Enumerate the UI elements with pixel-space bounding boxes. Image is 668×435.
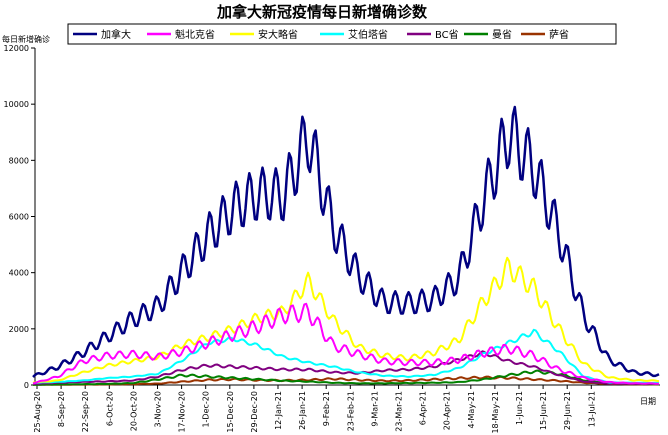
legend: 加拿大 魁北克省 安大略省 艾伯塔省 BC省 曼省 萨省 (67, 23, 617, 45)
x-tick-label: 23-Mar-21 (395, 391, 404, 432)
x-tick-label: 18-May-21 (491, 391, 500, 434)
series-line-0 (32, 105, 660, 378)
series-lines (32, 105, 660, 386)
chart-title: 加拿大新冠疫情每日新增确诊数 (216, 3, 428, 21)
x-tick-label: 23-Feb-21 (346, 391, 355, 431)
y-tick-label: 10000 (4, 100, 29, 109)
legend-label-3: 艾伯塔省 (348, 28, 388, 41)
x-tick-label: 29-Jun-21 (563, 391, 572, 430)
legend-label-2: 安大略省 (258, 28, 298, 41)
series-line-3 (33, 328, 660, 385)
y-tick-label: 2000 (9, 325, 29, 334)
y-axis-label: 每日新增确诊 (2, 34, 50, 44)
x-tick-label: 25-Aug-20 (33, 391, 42, 433)
x-tick-label: 15-Dec-20 (226, 391, 235, 433)
x-tick-label: 12-Jan-21 (274, 391, 283, 430)
series-line-4 (33, 350, 660, 385)
x-tick-label: 13-Jul-21 (587, 391, 596, 427)
x-tick-label: 17-Nov-20 (178, 391, 187, 433)
y-tick-label: 12000 (4, 44, 29, 53)
y-tick-label: 4000 (9, 269, 29, 278)
series-line-2 (33, 256, 660, 384)
x-tick-label: 1-Dec-20 (202, 391, 211, 428)
x-tick-label: 4-May-21 (467, 391, 476, 428)
x-axis-label: 日期 (640, 397, 656, 406)
legend-label-1: 魁北克省 (175, 28, 215, 41)
x-tick-label: 20-Apr-21 (443, 391, 452, 430)
x-tick-label: 6-Oct-20 (105, 391, 114, 426)
x-tick-label: 26-Jan-21 (298, 391, 307, 430)
y-tick-label: 0 (24, 381, 29, 390)
x-tick-label: 8-Sep-20 (57, 391, 66, 427)
y-tick-label: 8000 (9, 156, 29, 165)
x-tick-label: 20-Oct-20 (129, 391, 138, 431)
x-tick-label: 22-Sep-20 (81, 391, 90, 432)
x-tick-label: 3-Nov-20 (154, 391, 163, 427)
legend-label-0: 加拿大 (101, 28, 131, 41)
y-tick-label: 6000 (9, 213, 29, 222)
x-tick-label: 1-Jun-21 (515, 391, 524, 425)
x-tick-label: 6-Apr-21 (419, 391, 428, 425)
legend-label-4: BC省 (435, 28, 459, 41)
series-line-6 (32, 375, 659, 386)
x-tick-label: 9-Feb-21 (322, 391, 331, 426)
series-line-1 (32, 302, 660, 385)
x-tick-label: 15-Jun-21 (539, 391, 548, 430)
legend-label-6: 萨省 (549, 28, 569, 41)
x-tick-label: 29-Dec-20 (250, 391, 259, 433)
x-tick-label: 9-Mar-21 (370, 391, 379, 427)
legend-label-5: 曼省 (492, 28, 512, 41)
